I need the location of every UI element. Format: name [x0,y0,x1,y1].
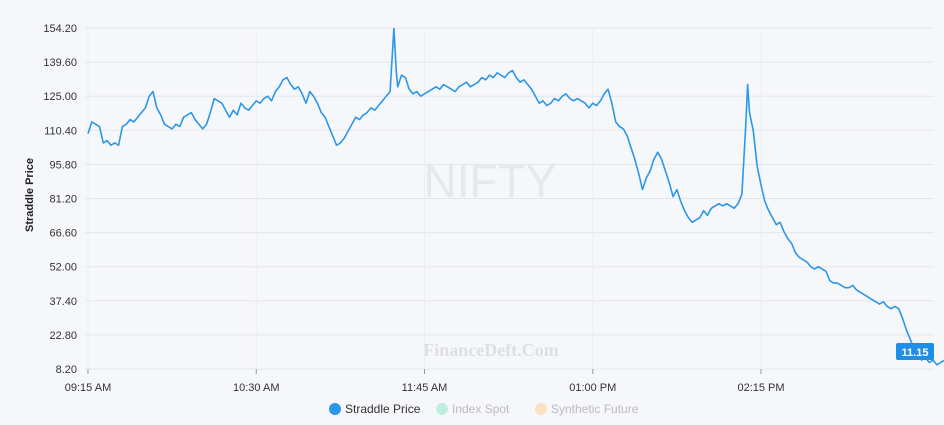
x-tick-label: 10:30 AM [233,382,279,394]
legend: Straddle Price Index Spot Synthetic Future [329,402,639,416]
watermark-text: NIFTY [424,155,557,207]
legend-item[interactable]: Synthetic Future [535,402,639,416]
x-tick-label: 09:15 AM [65,382,111,394]
x-tick-label: 01:00 PM [569,382,616,394]
y-tick-label: 154.20 [43,23,77,35]
x-tick-label: 02:15 PM [737,382,784,394]
legend-label: Index Spot [452,402,510,416]
legend-item[interactable]: Straddle Price [329,402,421,416]
y-tick-label: 95.80 [49,159,77,171]
y-tick-label: 81.20 [49,194,77,206]
last-value-badge: 11.15 [896,343,934,360]
x-axis-ticks: 09:15 AM 10:30 AM 11:45 AM 01:00 PM 02:15 PM [65,369,785,394]
last-value-badge-bg [896,343,934,360]
y-tick-label: 8.20 [56,364,77,376]
x-tick-label: 11:45 AM [402,382,448,394]
y-tick-label: 52.00 [49,262,77,274]
legend-label: Synthetic Future [551,402,639,416]
credit-text: FinanceDeft.Com [423,340,558,360]
y-tick-label: 110.40 [44,125,77,137]
last-value-label: 11.15 [902,347,929,359]
y-tick-label: 37.40 [49,296,77,308]
series-layer [87,27,944,366]
y-tick-label: 22.80 [49,330,77,342]
legend-marker [436,403,448,415]
y-tick-label: 139.60 [43,57,77,69]
series-line-straddle-price [87,27,944,366]
legend-marker [329,403,341,415]
y-axis-ticks: 154.20 139.60 125.00 110.40 95.80 81.20 66.60 5… [43,23,77,376]
legend-item[interactable]: Index Spot [436,402,510,416]
y-axis-title: Straddle Price [24,158,36,232]
gridlines [85,27,934,370]
legend-label: Straddle Price [345,402,421,416]
y-tick-label: 125.00 [43,91,77,103]
y-tick-label: 66.60 [49,228,77,240]
legend-marker [535,403,547,415]
